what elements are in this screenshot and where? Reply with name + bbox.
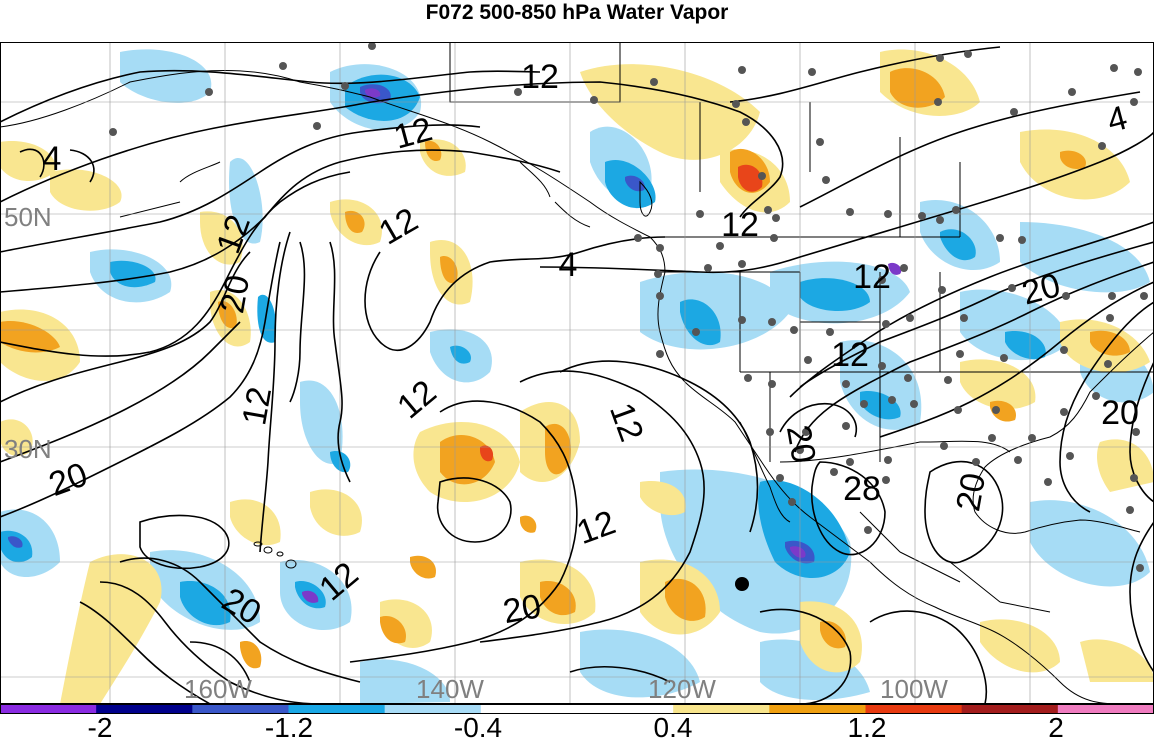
marker-dot: [735, 577, 749, 591]
colorbar-segment: [1057, 704, 1154, 714]
colorbar-label: 2: [1048, 712, 1064, 743]
longitude-label-160w: 160W: [184, 674, 252, 704]
colorbar-segment: [769, 704, 866, 714]
anomaly-negative-medium: [0, 74, 1046, 626]
colorbar-segment: [673, 704, 770, 714]
anomaly-positive-medium: [0, 68, 1130, 669]
colorbar-segment: [288, 704, 386, 714]
contour-label: 12: [721, 206, 759, 244]
station-dots: [109, 42, 1148, 572]
anomaly-positive-strong: [480, 164, 763, 462]
colorbar-segment: [865, 704, 963, 714]
colorbar-segment: [0, 704, 97, 714]
contour-label: 20: [500, 587, 544, 631]
contour-label: 20: [949, 470, 993, 514]
map-title: F072 500-850 hPa Water Vapor: [425, 1, 729, 24]
latitude-label-50n: 50N: [4, 202, 52, 232]
longitude-label-100w: 100W: [880, 674, 948, 704]
contour-label: 20: [213, 272, 257, 316]
colorbar: [0, 704, 1154, 714]
coordinate-labels: 50N 30N 160W 140W 120W 100W: [4, 202, 948, 704]
colorbar-segment: [480, 704, 578, 714]
latitude-label-30n: 30N: [4, 434, 52, 464]
graticule: [0, 42, 1154, 704]
longitude-label-140w: 140W: [416, 674, 484, 704]
colorbar-segment: [192, 704, 289, 714]
colorbar-label: -1.2: [264, 712, 314, 743]
colorbar-label: 1.2: [847, 712, 887, 743]
colorbar-segment: [384, 704, 482, 714]
contour-label: 20: [1101, 394, 1139, 432]
longitude-label-120w: 120W: [648, 674, 716, 704]
contour-label: 12: [521, 58, 559, 96]
contour-label: 12: [235, 384, 279, 428]
contour-label: 12: [853, 258, 891, 296]
contour-label: 4: [43, 140, 62, 178]
colorbar-label: -0.4: [453, 712, 503, 743]
contour-label: 12: [831, 336, 869, 374]
colorbar-label: -2: [87, 712, 113, 743]
colorbar-segments: [0, 704, 1154, 714]
contour-label: 28: [843, 470, 881, 508]
colorbar-label: 0.4: [653, 712, 693, 743]
water-vapor-map: 4 12 12 12 12 12 20 12 12 4 4 12 20 12 2…: [0, 42, 1154, 704]
contour-label: 4: [559, 246, 578, 284]
contour-lines: [0, 46, 1154, 704]
colorbar-segment: [961, 704, 1059, 714]
contour-label: 20: [779, 422, 823, 466]
colorbar-segment: [577, 704, 674, 714]
colorbar-segment: [96, 704, 193, 714]
hawaii-islands: [253, 541, 297, 569]
